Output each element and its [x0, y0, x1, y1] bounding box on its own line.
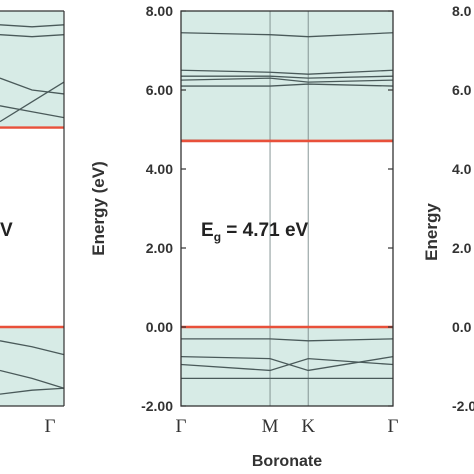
band-line: [0, 81, 65, 123]
valence-region: [0, 327, 64, 406]
band-line: [180, 357, 394, 372]
panel-left: ΓV: [0, 10, 65, 437]
band-line: [0, 105, 65, 119]
k-point-label: K: [301, 416, 315, 437]
band-line: [0, 34, 65, 38]
axis-frame: [180, 10, 394, 407]
y-tick-label: 4.0: [452, 161, 472, 177]
band-line: [180, 32, 394, 38]
k-point-label: Γ: [176, 416, 187, 437]
y-tick-label: 6.0: [452, 82, 472, 98]
y-tick-label: 2.00: [146, 240, 173, 256]
k-point-label: Γ: [388, 416, 399, 437]
gap-label: Eg = 4.71 eV: [201, 220, 309, 244]
y-axis-label: Energy (eV): [89, 161, 108, 255]
y-tick-label: 8.00: [146, 3, 173, 19]
band-line: [0, 340, 65, 356]
gap-label: V: [0, 220, 13, 241]
band-line: [0, 387, 65, 395]
y-tick-label: 0.00: [146, 319, 173, 335]
band-line: [180, 77, 394, 83]
y-tick-label: 4.00: [146, 161, 173, 177]
band-line: [181, 75, 394, 79]
band-line: [0, 369, 65, 389]
k-point-label: Γ: [45, 416, 56, 437]
x-axis-label: Boronate: [252, 453, 322, 470]
band-line: [0, 77, 65, 95]
y-tick-label: 8.0: [452, 3, 472, 19]
y-axis-label: Energy: [422, 203, 441, 261]
y-tick-label: 2.0: [452, 240, 472, 256]
band-line: [0, 24, 65, 28]
k-point-label: M: [262, 416, 279, 437]
y-tick-label: -2.00: [141, 398, 173, 414]
band-line: [180, 69, 394, 75]
y-tick-label: 6.00: [146, 82, 173, 98]
panel-right: -2.0 0.0 2.0 4.0 6.0 8.0 Energy: [422, 3, 474, 414]
conduction-region: [0, 11, 64, 128]
band-line: [181, 83, 394, 87]
y-tick-label: -2.0: [452, 398, 474, 414]
y-tick-label: 0.0: [452, 319, 472, 335]
band-line: [181, 338, 394, 342]
panel-boronate: -2.00 0.00 2.00 4.00 6.00 8.00 Γ M K Γ Energy (eV)…: [89, 3, 399, 470]
